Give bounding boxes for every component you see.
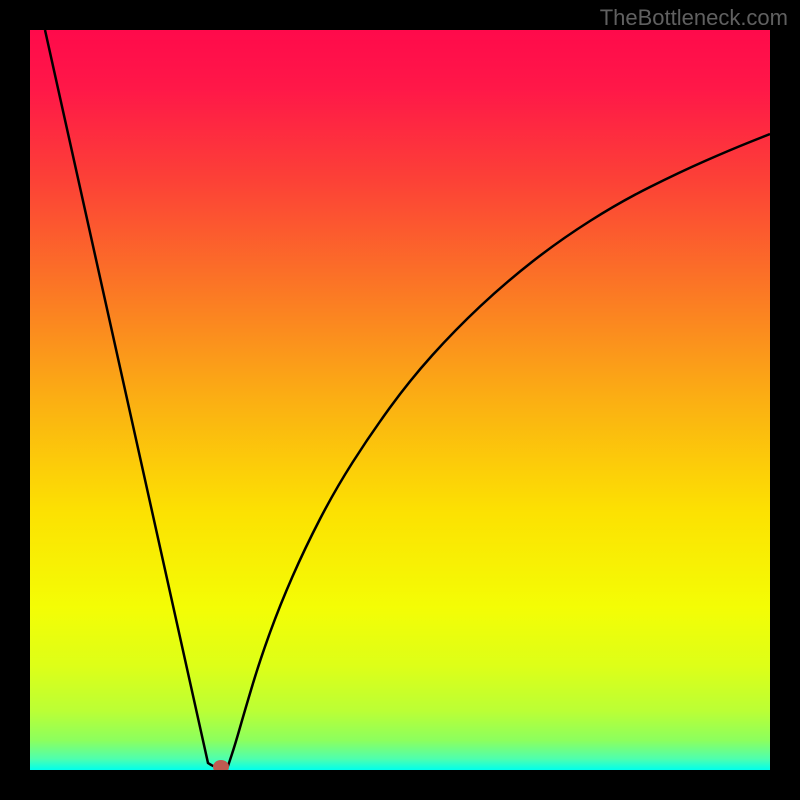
- minimum-marker: [213, 760, 229, 770]
- bottleneck-curve: [30, 30, 770, 770]
- watermark: TheBottleneck.com: [600, 5, 788, 31]
- plot-area: [30, 30, 770, 770]
